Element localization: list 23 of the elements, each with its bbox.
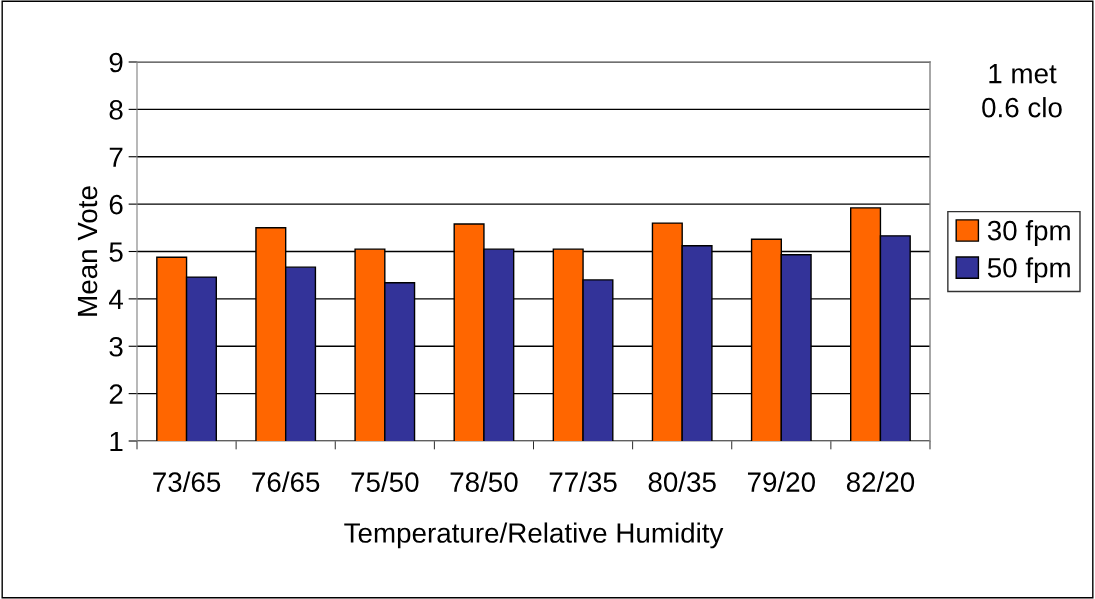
x-tick-label: 73/65 xyxy=(153,471,221,492)
x-tick-label: 75/50 xyxy=(351,471,419,492)
text: 0.6 clo xyxy=(982,97,1062,118)
y-tick-label: 5 xyxy=(109,242,123,262)
y-tick-label: 1 xyxy=(110,431,123,452)
y-tick-label: 7 xyxy=(109,147,123,167)
x-axis-title: Temperature/Relative Humidity xyxy=(344,522,724,549)
x-tick-label: 82/20 xyxy=(846,471,915,492)
y-tick-label: 3 xyxy=(109,336,123,357)
legend-label: 50 fpm xyxy=(987,257,1070,284)
y-axis-title: Mean Vote xyxy=(77,186,98,316)
text: 1 met xyxy=(989,64,1057,84)
y-tick-label: 9 xyxy=(109,52,123,73)
y-tick-label: 2 xyxy=(109,384,123,404)
y-tick-label: 4 xyxy=(109,289,123,309)
x-tick-label: 80/35 xyxy=(648,471,716,492)
legend-label: 30 fpm xyxy=(987,220,1070,246)
x-tick-label: 78/50 xyxy=(450,471,518,492)
y-tick-label: 8 xyxy=(109,100,123,120)
x-tick-label: 79/20 xyxy=(747,471,815,492)
y-tick-label: 6 xyxy=(109,194,123,215)
x-tick-label: 77/35 xyxy=(549,471,617,492)
x-tick-label: 76/65 xyxy=(252,471,320,492)
